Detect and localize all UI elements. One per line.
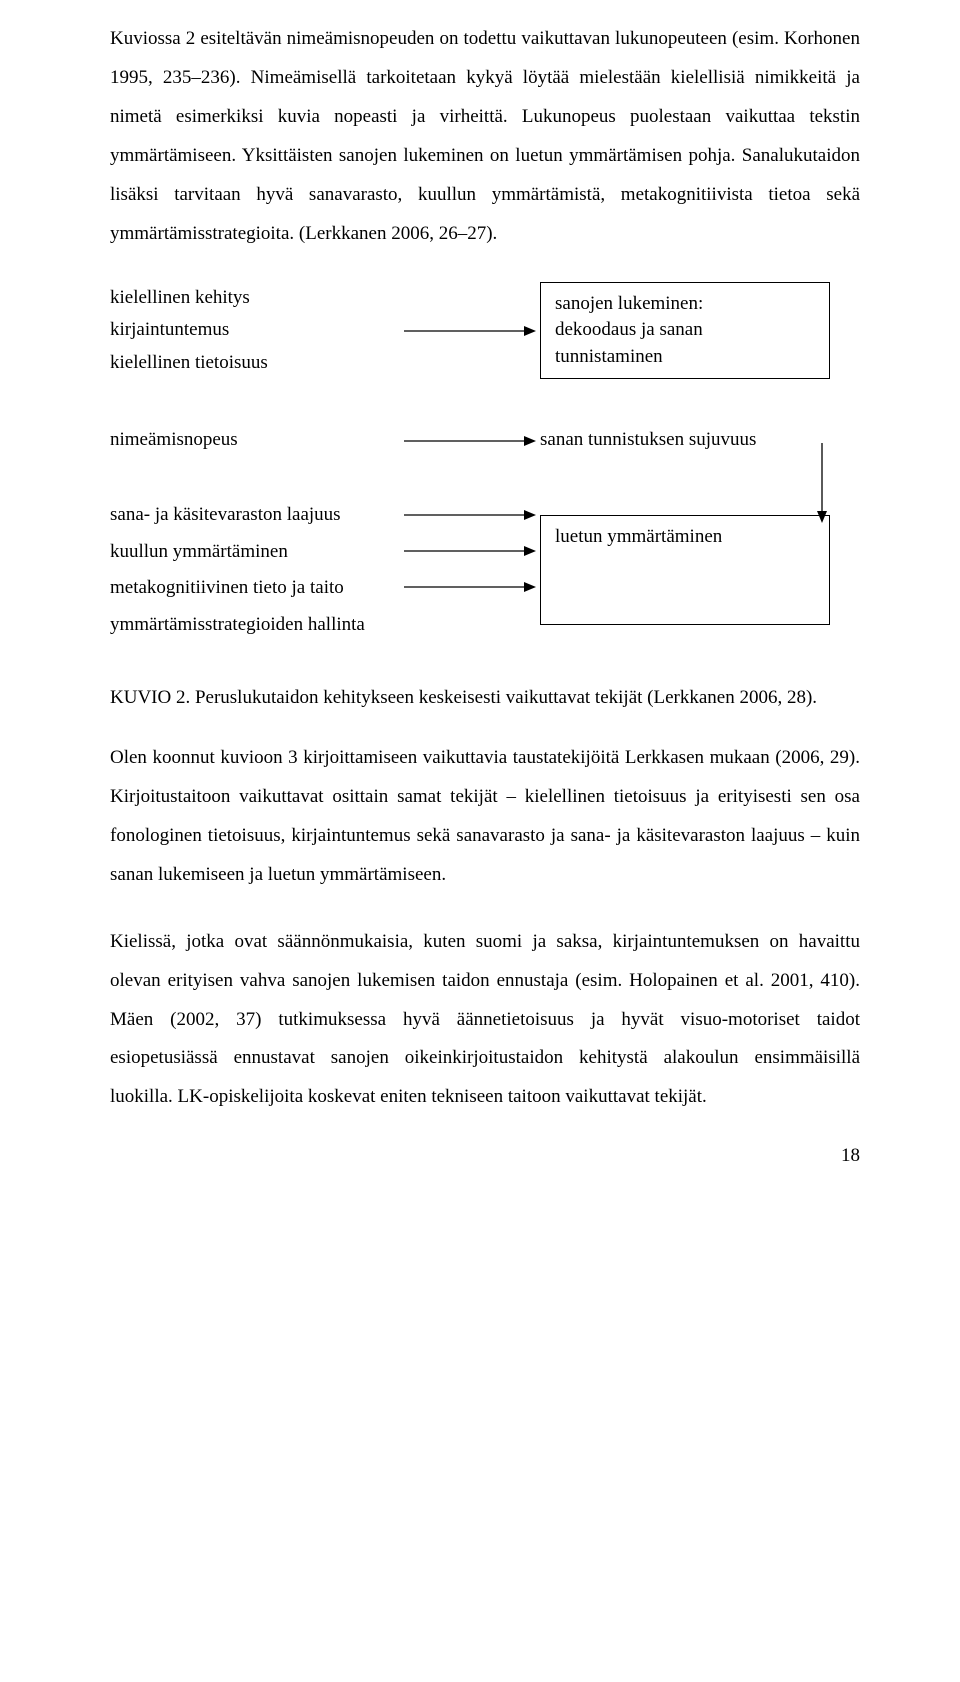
diagram-arrow-col-3: [400, 502, 540, 638]
diagram-left-item: metakognitiivinen tieto ja taito: [110, 575, 400, 602]
paragraph-3: Kielissä, jotka ovat säännönmukaisia, ku…: [110, 923, 860, 1118]
diagram-box-line: sanojen lukeminen:: [555, 291, 815, 318]
diagram-section-1: kielellinen kehitys kirjaintuntemus kiel…: [110, 282, 860, 380]
arrow-right-icon: [400, 434, 540, 448]
diagram-box: sanojen lukeminen: dekoodaus ja sanan tu…: [540, 282, 830, 380]
page-number: 18: [110, 1145, 860, 1167]
paragraph-1: Kuviossa 2 esiteltävän nimeämisnopeuden …: [110, 20, 860, 254]
diagram-left-3: sana- ja käsitevaraston laajuus kuullun …: [110, 502, 400, 638]
arrow-right-icon: [400, 324, 540, 338]
figure-caption: KUVIO 2. Peruslukutaidon kehitykseen kes…: [110, 684, 860, 713]
paragraph-2: Olen koonnut kuvioon 3 kirjoittamiseen v…: [110, 739, 860, 895]
arrow-right-icon: [400, 544, 540, 558]
diagram-right-text: sanan tunnistuksen sujuvuus: [540, 421, 756, 460]
diagram-left-2: nimeämisnopeus: [110, 421, 400, 460]
diagram-section-3: sana- ja käsitevaraston laajuus kuullun …: [110, 502, 860, 638]
diagram-left-item: nimeämisnopeus: [110, 427, 400, 454]
diagram-left-item: kielellinen tietoisuus: [110, 350, 400, 377]
arrow-right-icon: [400, 580, 540, 594]
diagram-left-item: kuullun ymmärtäminen: [110, 539, 400, 566]
diagram-left-item: ymmärtämisstrategioiden hallinta: [110, 612, 400, 639]
diagram-box-line: luetun ymmärtäminen: [555, 524, 815, 551]
diagram-section-2: nimeämisnopeus sanan tunnistuksen sujuvu…: [110, 421, 860, 460]
arrow-right-icon: [400, 508, 540, 522]
diagram-box-line: dekoodaus ja sanan tunnistaminen: [555, 317, 815, 370]
diagram-kuvio2: kielellinen kehitys kirjaintuntemus kiel…: [110, 282, 860, 639]
diagram-left-item: sana- ja käsitevaraston laajuus: [110, 502, 400, 529]
diagram-left-1: kielellinen kehitys kirjaintuntemus kiel…: [110, 282, 400, 380]
diagram-arrow-col-2: [400, 421, 540, 460]
arrow-down-icon: [814, 441, 830, 527]
diagram-left-item: kirjaintuntemus: [110, 317, 400, 344]
diagram-left-item: kielellinen kehitys: [110, 285, 400, 312]
diagram-right-2: sanan tunnistuksen sujuvuus: [540, 421, 860, 460]
document-page: Kuviossa 2 esiteltävän nimeämisnopeuden …: [0, 0, 960, 1207]
diagram-box: luetun ymmärtäminen: [540, 515, 830, 625]
diagram-arrow-col-1: [400, 282, 540, 380]
diagram-right-1: sanojen lukeminen: dekoodaus ja sanan tu…: [540, 282, 860, 380]
diagram-right-3: luetun ymmärtäminen: [540, 502, 860, 638]
